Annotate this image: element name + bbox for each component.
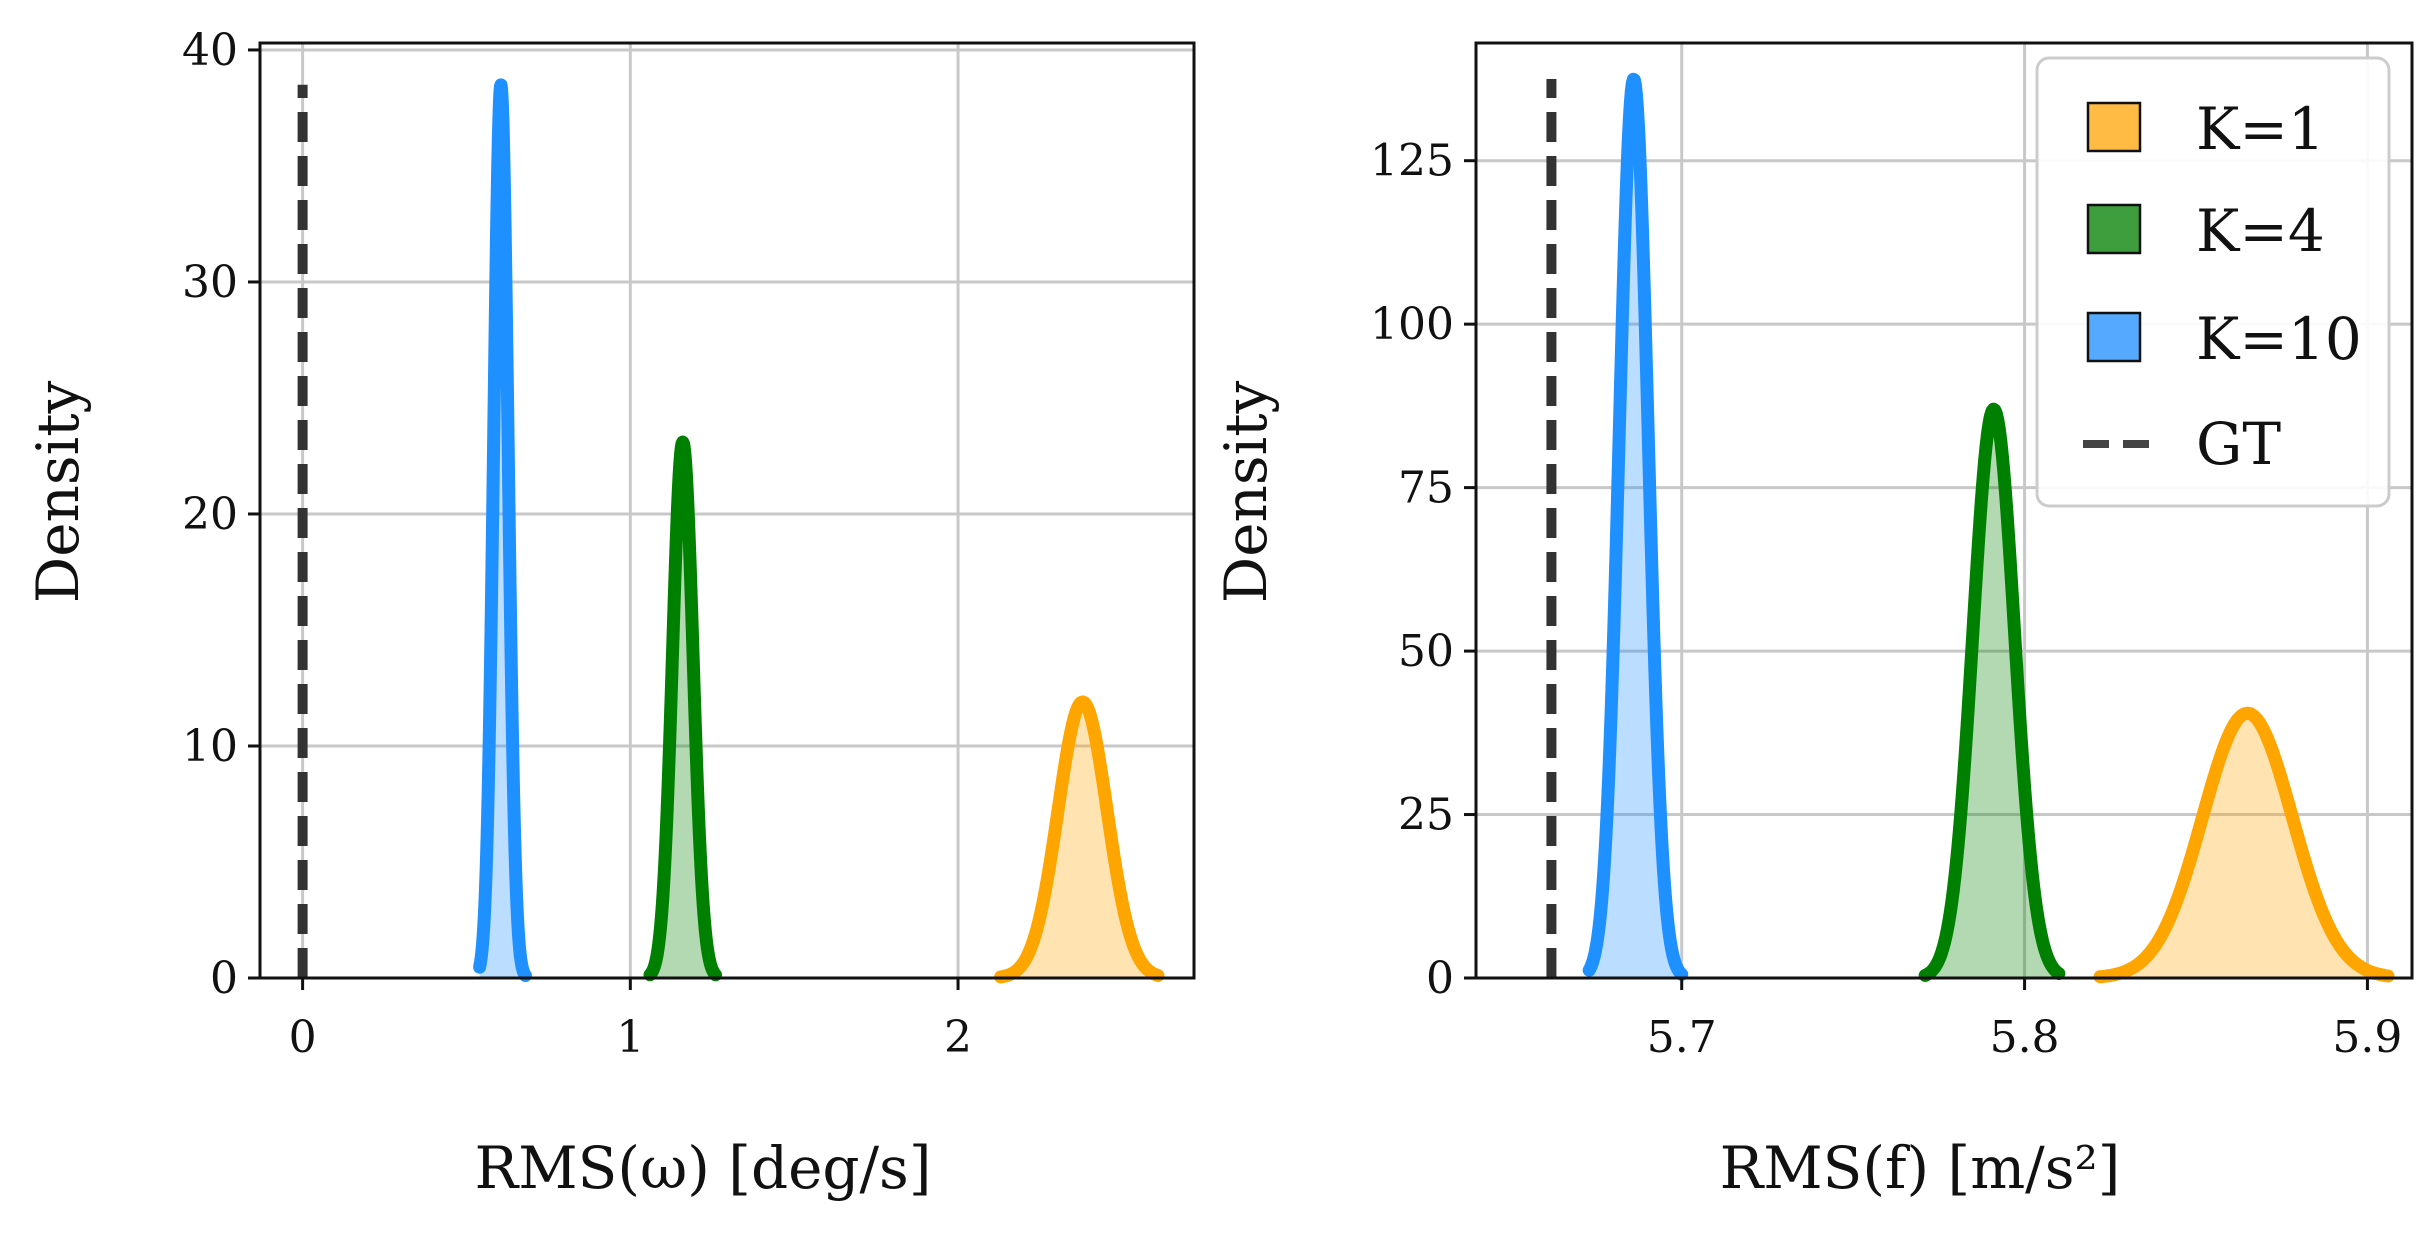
plot-frame	[1474, 41, 2414, 980]
density-curve-k4	[643, 435, 723, 982]
y-tick-label: 40	[182, 25, 238, 76]
x-axis-label: RMS(ω) [deg/s]	[475, 1134, 932, 1202]
x-tick-label: 2	[944, 1012, 972, 1063]
legend-label-gt: GT	[2196, 410, 2281, 478]
y-tick-label: 50	[1398, 626, 1454, 677]
y-tick-label: 20	[182, 489, 238, 540]
legend-swatch-k10	[2086, 311, 2142, 363]
y-tick-label: 0	[210, 953, 238, 1004]
y-tick-label: 125	[1370, 136, 1454, 187]
y-tick-label: 10	[182, 721, 238, 772]
x-tick-label: 5.8	[1990, 1012, 2060, 1063]
y-axis-label: Density	[24, 380, 92, 603]
density-curve-k4	[1918, 402, 2066, 982]
plot-frame	[258, 41, 1196, 980]
x-tick-label: 5.9	[2332, 1012, 2402, 1063]
y-axis-ticks: 0 25 50 75 100 125	[1370, 136, 1476, 1004]
density-curve-k1	[2093, 706, 2395, 984]
y-axis-ticks: 0 10 20 30 40	[182, 25, 260, 1004]
legend-swatch-k4	[2086, 203, 2142, 255]
legend-swatch-k1	[2086, 101, 2142, 153]
x-tick-label: 1	[616, 1012, 644, 1063]
x-axis-label: RMS(f) [m/s²]	[1720, 1134, 2121, 1202]
y-tick-label: 100	[1370, 299, 1454, 350]
chart-angular-rate-rms: 0 1 2 0 10 20 30 40 RMS(ω) [deg/s] Density	[24, 25, 1196, 1202]
density-curve-k10	[1582, 72, 1689, 981]
y-axis-label: Density	[1212, 380, 1280, 603]
x-axis-ticks: 0 1 2	[289, 978, 972, 1063]
y-tick-label: 75	[1398, 463, 1454, 514]
y-tick-label: 25	[1398, 790, 1454, 841]
density-curve-k1	[994, 695, 1165, 984]
density-curves	[473, 78, 1165, 984]
legend-label-k10: K=10	[2196, 305, 2362, 373]
x-tick-label: 0	[289, 1012, 317, 1063]
legend: K=1 K=4 K=10 GT	[2035, 56, 2391, 508]
legend-box	[2035, 56, 2391, 508]
x-tick-label: 5.7	[1647, 1012, 1717, 1063]
legend-label-k1: K=1	[2196, 95, 2325, 163]
y-tick-label: 0	[1426, 953, 1454, 1004]
chart-specific-force-rms: 5.7 5.8 5.9 0 25 50 75 100 125 RMS(f) [m/s²] De…	[1212, 41, 2414, 1202]
density-curve-k10	[473, 78, 532, 982]
y-tick-label: 30	[182, 257, 238, 308]
legend-label-k4: K=4	[2196, 197, 2325, 265]
density-curves	[1582, 72, 2395, 984]
x-axis-ticks: 5.7 5.8 5.9	[1647, 978, 2402, 1063]
